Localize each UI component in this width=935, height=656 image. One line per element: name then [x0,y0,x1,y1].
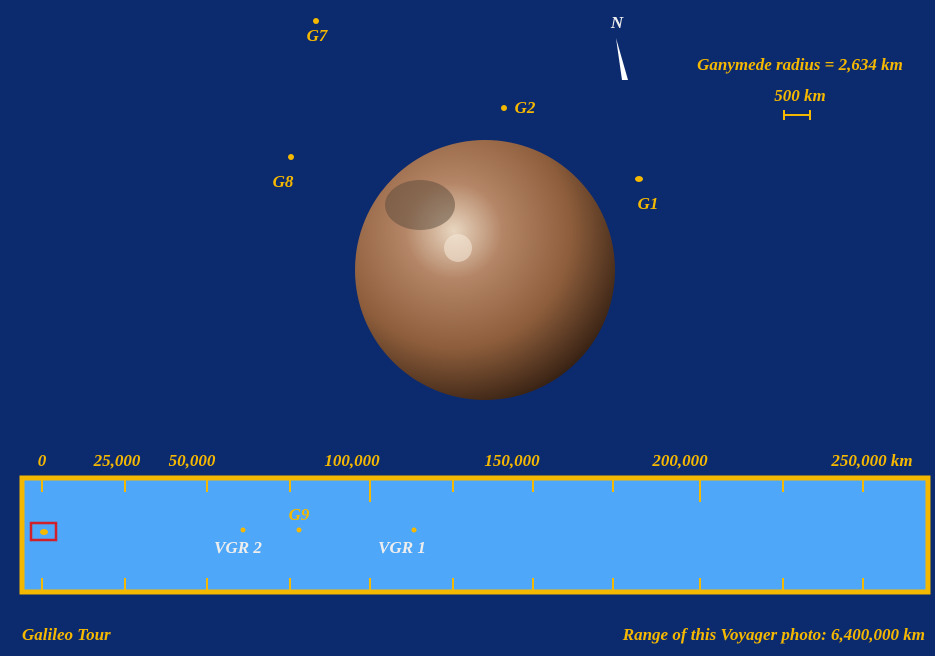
range-label: 0 [38,451,47,470]
range-dot [240,527,246,533]
flyby-dot [635,176,643,182]
flyby-dot [313,18,319,24]
range-label: 200,000 [651,451,708,470]
range-marker-label: VGR 1 [378,538,426,557]
range-label: 250,000 km [830,451,912,470]
bright-crater [444,234,472,262]
flyby-dot [288,154,294,160]
ganymede-marker [40,529,48,535]
range-label: 150,000 [484,451,540,470]
north-label: N [610,13,624,32]
range-ticks [41,480,864,590]
range-label: 100,000 [324,451,380,470]
range-dot [411,527,417,533]
scale-bar [783,110,811,120]
flyby-label: G7 [307,26,329,45]
ganymede-marker-box [29,521,58,542]
flyby-label: G2 [515,98,536,117]
flyby-label: G8 [273,172,294,191]
range-bar [19,475,931,595]
range-label: 25,000 [93,451,141,470]
scale-label: 500 km [774,86,825,105]
ganymede [355,140,615,400]
range-marker-label: VGR 2 [214,538,262,557]
radius-note: Ganymede radius = 2,634 km [697,55,903,74]
flyby-label: G1 [638,194,659,213]
north-arrow [616,38,628,80]
range-marker-label: G9 [289,505,310,524]
range-label: 50,000 [169,451,216,470]
range-dot [296,527,302,533]
footer-left: Galileo Tour [22,625,111,644]
flyby-dot [501,105,507,111]
footer-right: Range of this Voyager photo: 6,400,000 k… [622,625,925,644]
dark-region [385,180,455,230]
